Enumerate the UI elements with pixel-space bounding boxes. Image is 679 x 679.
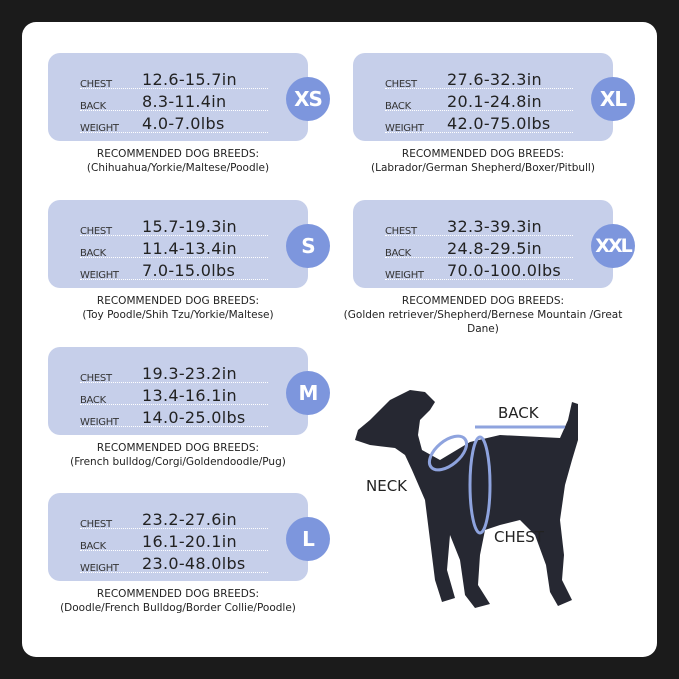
weight-value: 14.0-25.0lbs — [142, 408, 246, 427]
weight-label: WEIGHT — [80, 270, 119, 281]
size-badge: XS — [286, 77, 330, 121]
back-row: BACK 16.1-20.1in — [80, 531, 268, 552]
size-card-xl: CHEST 27.6-32.3in BACK 20.1-24.8in WEIGH… — [353, 53, 635, 141]
back-row: BACK 24.8-29.5in — [385, 238, 573, 259]
size-card-s: CHEST 15.7-19.3in BACK 11.4-13.4in WEIGH… — [48, 200, 330, 288]
chest-value: 32.3-39.3in — [447, 217, 542, 236]
size-badge: M — [286, 371, 330, 415]
size-badge: L — [286, 517, 330, 561]
breeds-list: (Golden retriever/Shepherd/Bernese Mount… — [343, 309, 623, 335]
chest-value: 15.7-19.3in — [142, 217, 237, 236]
back-label: BACK — [80, 248, 106, 259]
size-badge: S — [286, 224, 330, 268]
breeds-list: (Doodle/French Bulldog/Border Collie/Poo… — [60, 602, 296, 614]
weight-label: WEIGHT — [385, 123, 424, 134]
chest-label: CHEST — [80, 373, 112, 384]
size-card-l: CHEST 23.2-27.6in BACK 16.1-20.1in WEIGH… — [48, 493, 330, 581]
breeds-list: (Toy Poodle/Shih Tzu/Yorkie/Maltese) — [82, 309, 274, 321]
back-value: 13.4-16.1in — [142, 386, 237, 405]
chest-row: CHEST 23.2-27.6in — [80, 509, 268, 530]
back-label: BACK — [385, 101, 411, 112]
breeds-heading: RECOMMENDED DOG BREEDS: — [96, 442, 260, 454]
weight-label: WEIGHT — [80, 417, 119, 428]
back-label: BACK — [498, 404, 539, 422]
weight-row: WEIGHT 4.0-7.0lbs — [80, 113, 268, 134]
back-value: 20.1-24.8in — [447, 92, 542, 111]
back-label: BACK — [80, 101, 106, 112]
back-value: 11.4-13.4in — [142, 239, 237, 258]
weight-row: WEIGHT 7.0-15.0lbs — [80, 260, 268, 281]
recommended-breeds: RECOMMENDED DOG BREEDS: (Toy Poodle/Shih… — [28, 294, 328, 322]
breeds-list: (Labrador/German Shepherd/Boxer/Pitbull) — [371, 162, 595, 174]
breeds-heading: RECOMMENDED DOG BREEDS: — [96, 148, 260, 160]
breeds-heading: RECOMMENDED DOG BREEDS: — [401, 295, 565, 307]
weight-row: WEIGHT 42.0-75.0lbs — [385, 113, 573, 134]
weight-value: 70.0-100.0lbs — [447, 261, 562, 280]
back-row: BACK 13.4-16.1in — [80, 385, 268, 406]
recommended-breeds: RECOMMENDED DOG BREEDS: (French bulldog/… — [28, 441, 328, 469]
back-row: BACK 8.3-11.4in — [80, 91, 268, 112]
weight-label: WEIGHT — [80, 123, 119, 134]
breeds-list: (French bulldog/Corgi/Goldendoodle/Pug) — [70, 456, 286, 468]
size-card-m: CHEST 19.3-23.2in BACK 13.4-16.1in WEIGH… — [48, 347, 330, 435]
chest-value: 12.6-15.7in — [142, 70, 237, 89]
chest-measure-line — [468, 435, 492, 535]
chest-row: CHEST 19.3-23.2in — [80, 363, 268, 384]
size-badge: XL — [591, 77, 635, 121]
breeds-heading: RECOMMENDED DOG BREEDS: — [96, 588, 260, 600]
size-card-xs: CHEST 12.6-15.7in BACK 8.3-11.4in WEIGHT… — [48, 53, 330, 141]
chest-value: 19.3-23.2in — [142, 364, 237, 383]
chest-row: CHEST 27.6-32.3in — [385, 69, 573, 90]
chest-label: CHEST — [80, 226, 112, 237]
back-label: BACK — [80, 395, 106, 406]
weight-value: 7.0-15.0lbs — [142, 261, 236, 280]
chest-row: CHEST 12.6-15.7in — [80, 69, 268, 90]
chest-value: 23.2-27.6in — [142, 510, 237, 529]
recommended-breeds: RECOMMENDED DOG BREEDS: (Doodle/French B… — [28, 587, 328, 615]
weight-value: 42.0-75.0lbs — [447, 114, 551, 133]
back-row: BACK 11.4-13.4in — [80, 238, 268, 259]
recommended-breeds: RECOMMENDED DOG BREEDS: (Labrador/German… — [333, 147, 633, 175]
back-row: BACK 20.1-24.8in — [385, 91, 573, 112]
chest-label: CHEST — [80, 519, 112, 530]
dog-measurement-diagram — [355, 390, 578, 608]
weight-row: WEIGHT 14.0-25.0lbs — [80, 407, 268, 428]
back-label: BACK — [80, 541, 106, 552]
back-value: 16.1-20.1in — [142, 532, 237, 551]
weight-value: 23.0-48.0lbs — [142, 554, 246, 573]
dog-silhouette — [355, 390, 578, 608]
back-label: BACK — [385, 248, 411, 259]
chest-label: CHEST — [385, 79, 417, 90]
chest-row: CHEST 32.3-39.3in — [385, 216, 573, 237]
weight-label: WEIGHT — [385, 270, 424, 281]
weight-row: WEIGHT 70.0-100.0lbs — [385, 260, 573, 281]
chest-label: CHEST — [494, 528, 544, 546]
recommended-breeds: RECOMMENDED DOG BREEDS: (Chihuahua/Yorki… — [28, 147, 328, 175]
chest-label: CHEST — [80, 79, 112, 90]
weight-value: 4.0-7.0lbs — [142, 114, 225, 133]
breeds-heading: RECOMMENDED DOG BREEDS: — [401, 148, 565, 160]
chest-label: CHEST — [385, 226, 417, 237]
size-badge: XXL — [591, 224, 635, 268]
chest-row: CHEST 15.7-19.3in — [80, 216, 268, 237]
weight-row: WEIGHT 23.0-48.0lbs — [80, 553, 268, 574]
size-card-xxl: CHEST 32.3-39.3in BACK 24.8-29.5in WEIGH… — [353, 200, 635, 288]
neck-measure-line — [427, 434, 469, 472]
breeds-list: (Chihuahua/Yorkie/Maltese/Poodle) — [86, 162, 270, 174]
recommended-breeds: RECOMMENDED DOG BREEDS: (Golden retrieve… — [333, 294, 633, 336]
breeds-heading: RECOMMENDED DOG BREEDS: — [96, 295, 260, 307]
back-value: 8.3-11.4in — [142, 92, 227, 111]
weight-label: WEIGHT — [80, 563, 119, 574]
chest-value: 27.6-32.3in — [447, 70, 542, 89]
back-value: 24.8-29.5in — [447, 239, 542, 258]
neck-label: NECK — [366, 477, 408, 495]
